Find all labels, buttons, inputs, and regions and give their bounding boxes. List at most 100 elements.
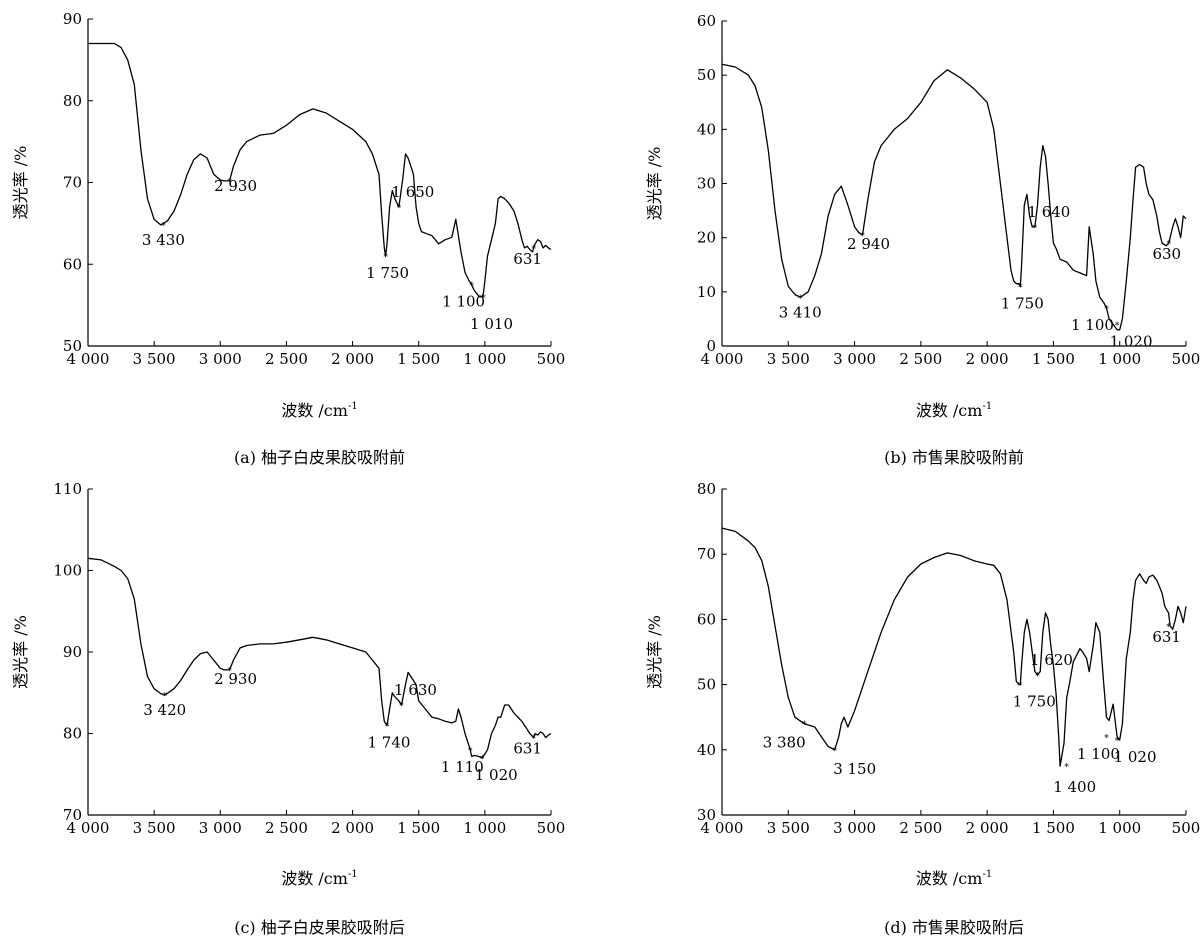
peak-marker: * [1035, 672, 1040, 682]
x-tick-label: 1 500 [397, 350, 440, 368]
x-tick-label: 500 [1172, 819, 1201, 837]
y-tick-label: 10 [697, 283, 716, 301]
y-tick-label: 80 [63, 92, 82, 110]
peak-marker: * [1167, 240, 1172, 250]
panel-caption: (b) 市售果胶吸附前 [884, 448, 1024, 467]
peak-marker: * [1104, 734, 1109, 744]
spectrum-line [87, 557, 552, 759]
panel-caption: (d) 市售果胶吸附后 [884, 918, 1024, 937]
peak-marker: * [162, 692, 167, 702]
peak-label: 1 750 [366, 264, 409, 282]
x-tick-label: 3 000 [833, 350, 876, 368]
x-tick-label: 1 000 [1098, 350, 1141, 368]
peak-marker: * [1018, 682, 1023, 692]
x-tick-label: 3 000 [199, 819, 242, 837]
peak-label: 1 650 [391, 183, 434, 201]
peak-marker: * [1018, 283, 1023, 293]
x-axis-label-superscript: -1 [982, 401, 992, 412]
y-tick-label: 60 [697, 610, 716, 628]
peak-marker: * [385, 722, 390, 732]
peak-label: 1 020 [1110, 332, 1153, 350]
peak-marker: * [399, 702, 404, 712]
panel-a: 4 000 3 500 3 000 2 500 2 000 1 500 1 000 500 50… [11, 10, 565, 467]
x-tick-label: 500 [1172, 350, 1201, 368]
spectrum-line [721, 63, 1187, 331]
peak-marker: * [481, 294, 486, 304]
x-axis-label: 波数 /cm-1 [281, 869, 357, 888]
x-axis-label-superscript: -1 [348, 401, 358, 412]
x-tick-label: 3 500 [133, 350, 176, 368]
x-tick-label: 1 500 [1032, 819, 1075, 837]
y-tick-label: 50 [697, 66, 716, 84]
y-tick-label: 50 [697, 676, 716, 694]
peak-label: 3 410 [779, 303, 822, 321]
x-tick-label: 2 000 [331, 350, 374, 368]
y-tick-label: 60 [63, 255, 82, 273]
peak-label: 1 100 [1077, 745, 1120, 763]
panel-caption: (c) 柚子白皮果胶吸附后 [234, 918, 405, 937]
y-tick-label: 40 [697, 741, 716, 759]
peak-marker: * [832, 747, 837, 757]
x-tick-label: 1 000 [463, 350, 506, 368]
spectrum-line [721, 527, 1187, 767]
x-tick-label: 2 500 [265, 819, 308, 837]
y-tick-label: 0 [706, 337, 716, 355]
x-tick-label: 500 [537, 819, 566, 837]
peak-marker: * [531, 245, 536, 255]
y-tick-label: 90 [63, 10, 82, 28]
peak-label: 3 150 [833, 760, 876, 778]
y-tick-label: 20 [697, 229, 716, 247]
peak-marker: * [468, 747, 473, 757]
panel-caption: (a) 柚子白皮果胶吸附前 [234, 448, 405, 467]
y-tick-label: 70 [697, 545, 716, 563]
peak-marker: * [531, 735, 536, 745]
peak-label: 1 740 [367, 733, 410, 751]
x-tick-label: 2 000 [966, 819, 1009, 837]
peak-marker: * [1033, 224, 1038, 234]
y-tick-label: 110 [53, 480, 82, 498]
y-tick-label: 100 [53, 562, 82, 580]
y-tick-label: 90 [63, 643, 82, 661]
peak-label: 1 640 [1027, 203, 1070, 221]
peak-label: 1 750 [1001, 294, 1044, 312]
peak-marker: * [227, 178, 232, 188]
x-tick-label: 4 000 [701, 350, 744, 368]
x-tick-label: 500 [537, 350, 566, 368]
peak-label: 3 380 [763, 734, 806, 752]
y-axis-label: 透光率 /% [11, 146, 30, 220]
peak-marker: * [802, 721, 807, 731]
peak-label: 3 430 [142, 231, 185, 249]
peak-marker: * [1064, 763, 1069, 773]
peak-marker: * [1104, 305, 1109, 315]
x-tick-label: 4 000 [67, 819, 110, 837]
x-tick-label: 4 000 [701, 819, 744, 837]
y-axis-label: 透光率 /% [11, 615, 30, 689]
peak-label: 631 [1152, 628, 1181, 646]
x-tick-label: 2 000 [966, 350, 1009, 368]
x-axis-label-superscript: -1 [982, 869, 992, 880]
peak-label: 1 020 [475, 766, 518, 784]
x-tick-label: 2 500 [265, 350, 308, 368]
y-tick-label: 30 [697, 175, 716, 193]
x-tick-label: 4 000 [67, 350, 110, 368]
peak-marker: * [227, 667, 232, 677]
peak-label: 1 100 [1071, 316, 1114, 334]
x-axis-label: 波数 /cm-1 [916, 869, 992, 888]
peak-label: 630 [1152, 245, 1181, 263]
peak-marker: * [383, 253, 388, 263]
peak-marker: * [798, 294, 803, 304]
x-tick-label: 1 000 [463, 819, 506, 837]
peak-label: 631 [513, 740, 542, 758]
y-axis-label: 透光率 /% [645, 147, 664, 221]
y-tick-label: 70 [63, 174, 82, 192]
x-tick-label: 2 500 [899, 819, 942, 837]
peak-marker: * [1115, 321, 1120, 331]
peak-marker: * [860, 232, 865, 242]
peak-label: 1 100 [442, 293, 485, 311]
x-tick-label: 3 500 [133, 819, 176, 837]
peak-label: 2 930 [214, 670, 257, 688]
x-tick-label: 1 000 [1098, 819, 1141, 837]
x-tick-label: 3 000 [833, 819, 876, 837]
peak-marker: * [397, 204, 402, 214]
